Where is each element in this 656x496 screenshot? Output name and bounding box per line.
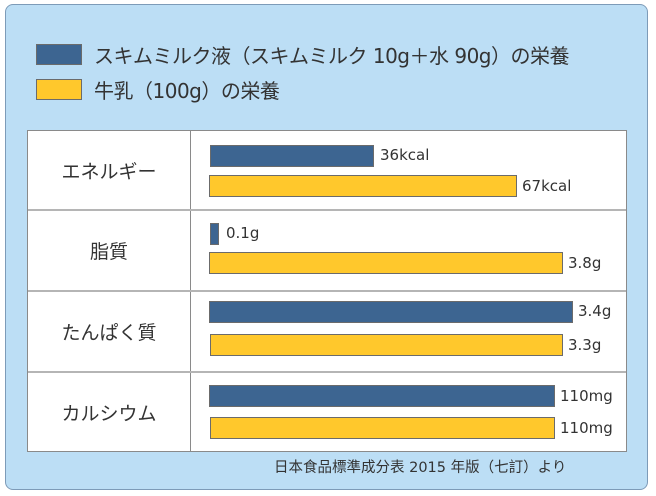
source-footnote: 日本食品標準成分表 2015 年版（七訂）より — [274, 460, 567, 476]
value-label-skim: 0.1g — [226, 224, 260, 242]
bar-skim-protein — [209, 301, 573, 323]
value-label-milk: 3.8g — [568, 254, 602, 272]
bar-milk-calcium — [210, 417, 555, 439]
legend-item-skim-milk: スキムミルク液（スキムミルク 10g＋水 90g）の栄養 — [36, 40, 570, 69]
legend-swatch-skim — [36, 44, 82, 65]
table-row-calcium: カルシウム 110mg 110mg — [28, 371, 626, 451]
bar-skim-calcium — [209, 385, 555, 407]
value-label-skim: 3.4g — [578, 302, 612, 320]
value-label-milk: 67kcal — [522, 177, 572, 195]
table-row-fat: 脂質 0.1g 3.8g — [28, 209, 626, 290]
legend-label-skim: スキムミルク液（スキムミルク 10g＋水 90g）の栄養 — [94, 44, 570, 68]
category-label: エネルギー — [28, 131, 191, 209]
category-label: 脂質 — [28, 211, 191, 290]
value-label-milk: 110mg — [560, 419, 613, 437]
bar-skim-fat — [210, 223, 219, 245]
legend-label-milk: 牛乳（100g）の栄養 — [94, 79, 280, 103]
value-label-skim: 110mg — [560, 387, 613, 405]
legend-swatch-milk — [36, 79, 82, 100]
value-label-skim: 36kcal — [380, 146, 430, 164]
category-label: カルシウム — [28, 373, 191, 451]
table-row-energy: エネルギー 36kcal 67kcal — [28, 131, 626, 209]
bar-milk-protein — [210, 334, 563, 356]
legend-item-milk: 牛乳（100g）の栄養 — [36, 75, 280, 104]
bar-milk-fat — [209, 252, 563, 274]
bar-skim-energy — [210, 145, 374, 167]
nutrition-table: エネルギー 36kcal 67kcal 脂質 0.1g 3.8g たんぱく質 3… — [27, 130, 627, 452]
bar-milk-energy — [209, 175, 517, 197]
category-label: たんぱく質 — [28, 292, 191, 371]
table-row-protein: たんぱく質 3.4g 3.3g — [28, 290, 626, 371]
value-label-milk: 3.3g — [568, 336, 602, 354]
